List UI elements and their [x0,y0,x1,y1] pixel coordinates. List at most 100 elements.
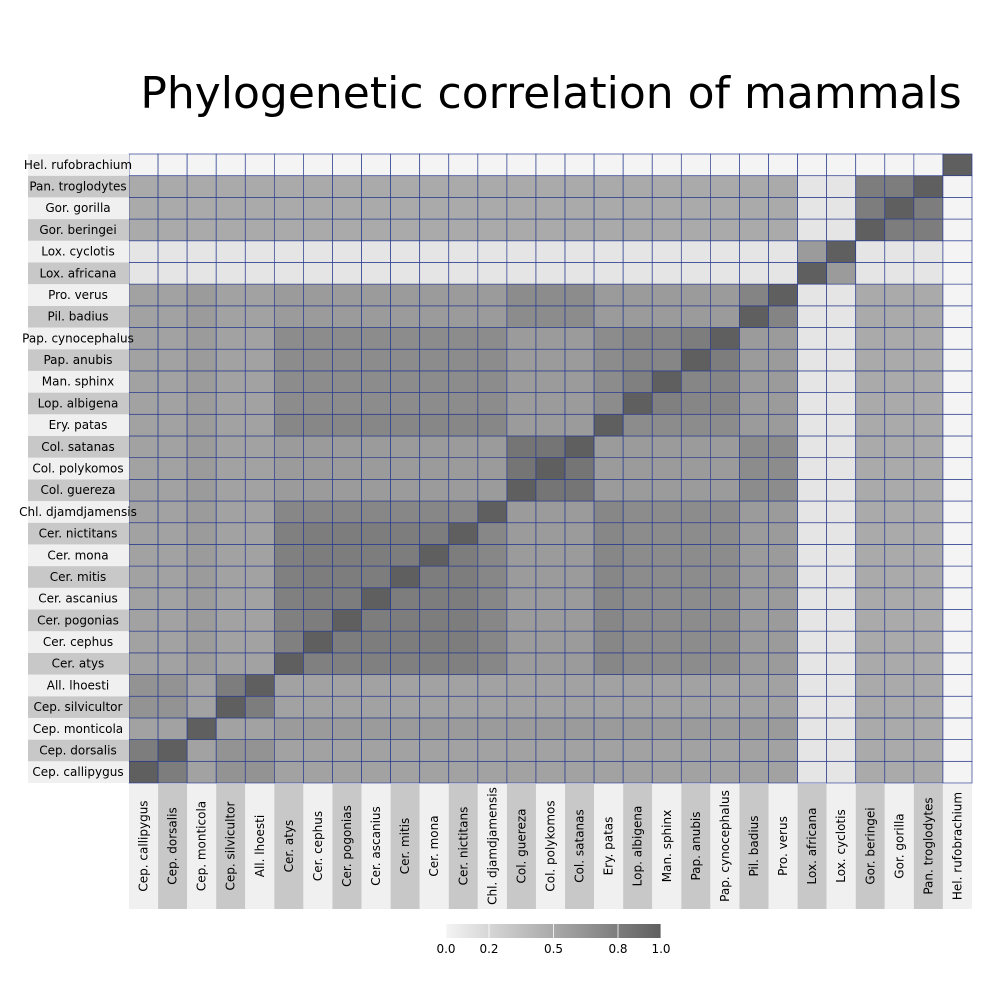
heatmap-cell [361,283,391,307]
heatmap-cell [680,544,711,567]
heatmap-cell [535,587,566,610]
x-label-band [565,784,595,909]
heatmap-cell [419,327,450,350]
heatmap-cell [680,630,711,654]
heatmap-cell [186,500,217,524]
heatmap-cell [215,240,246,263]
heatmap-cell [593,218,624,242]
heatmap-cell [651,478,682,502]
heatmap-cell [361,695,391,719]
heatmap-cell [913,522,944,545]
heatmap-cell [739,478,769,502]
heatmap-cell [680,652,711,675]
heatmap-cell [186,652,217,675]
x-label-band [158,784,188,909]
heatmap-cell [942,283,973,307]
heatmap-cell [855,478,886,502]
heatmap-cell [157,565,188,589]
heatmap-cell [564,240,595,263]
x-tick-label: Hel. rufobrachium [950,792,964,900]
heatmap-cell [535,609,566,632]
heatmap-cell [244,153,275,177]
heatmap-cell [390,587,421,610]
y-tick-label: Pap. cynocephalus [22,331,134,345]
heatmap-cell [332,739,362,762]
heatmap-cell [128,652,159,675]
heatmap-cell [942,695,973,719]
heatmap-cell [535,175,566,198]
heatmap-cell [244,392,275,415]
heatmap-cell [768,500,798,524]
heatmap-cell [215,262,246,285]
heatmap-cell [768,392,798,415]
heatmap-cell [186,435,217,459]
heatmap-cell [942,478,973,502]
heatmap-cell [826,630,857,654]
heatmap-cell [390,565,421,589]
heatmap-cell [186,370,217,393]
heatmap-cell [855,565,886,589]
heatmap-cell [535,674,566,697]
heatmap-cell [332,370,362,393]
heatmap-cell [680,609,711,632]
x-label-band [942,784,972,909]
heatmap-cell [535,327,566,350]
heatmap-cell [564,197,595,220]
heatmap-cell [361,262,391,285]
x-tick-label: Col. satanas [573,809,587,883]
heatmap-cell [390,435,421,459]
heatmap-cell [622,240,653,263]
heatmap-cell [651,544,682,567]
heatmap-cell [332,175,362,198]
heatmap-cell [622,175,653,198]
heatmap-cell [593,674,624,697]
heatmap-cell [855,392,886,415]
heatmap-cell [680,717,711,740]
heatmap-cell [564,500,595,524]
heatmap-cell [826,717,857,740]
heatmap-cell [419,522,450,545]
heatmap-cell [506,739,537,762]
y-label-band [28,327,129,350]
y-tick-label: All. lhoesti [47,678,109,692]
heatmap-cell [477,500,508,524]
heatmap-cell [477,392,508,415]
heatmap-cell [768,197,798,220]
heatmap-cell [768,760,798,784]
heatmap-cell [826,240,857,263]
heatmap-cell [535,153,566,177]
heatmap-cell [768,153,798,177]
heatmap-cell [303,435,333,459]
heatmap-cell [506,609,537,632]
x-label-band [245,784,275,909]
heatmap-cell [332,283,362,307]
heatmap-cell [448,500,479,524]
heatmap-cell [332,305,362,328]
heatmap-cell [448,587,479,610]
heatmap-cell [273,587,304,610]
heatmap-cell [797,544,828,567]
heatmap-cell [593,348,624,372]
heatmap-cell [768,674,798,697]
y-label-band [28,262,129,285]
heatmap-cell [303,457,333,480]
heatmap-cell [157,240,188,263]
heatmap-cell [739,457,769,480]
heatmap-cell [303,240,333,263]
heatmap-cell [332,457,362,480]
heatmap-cell [186,717,217,740]
heatmap-cell [390,262,421,285]
heatmap-cell [855,739,886,762]
heatmap-cell [535,413,566,437]
colorbar: 0.0 0.2 0.5 0.8 1.0 [436,924,671,956]
heatmap-cell [942,327,973,350]
heatmap-cell [855,609,886,632]
heatmap-cell [303,565,333,589]
heatmap-cell [332,478,362,502]
heatmap-cell [128,392,159,415]
heatmap-cell [797,500,828,524]
heatmap-cell [215,370,246,393]
heatmap-cell [622,739,653,762]
heatmap-cell [622,218,653,242]
heatmap-cell [739,305,769,328]
